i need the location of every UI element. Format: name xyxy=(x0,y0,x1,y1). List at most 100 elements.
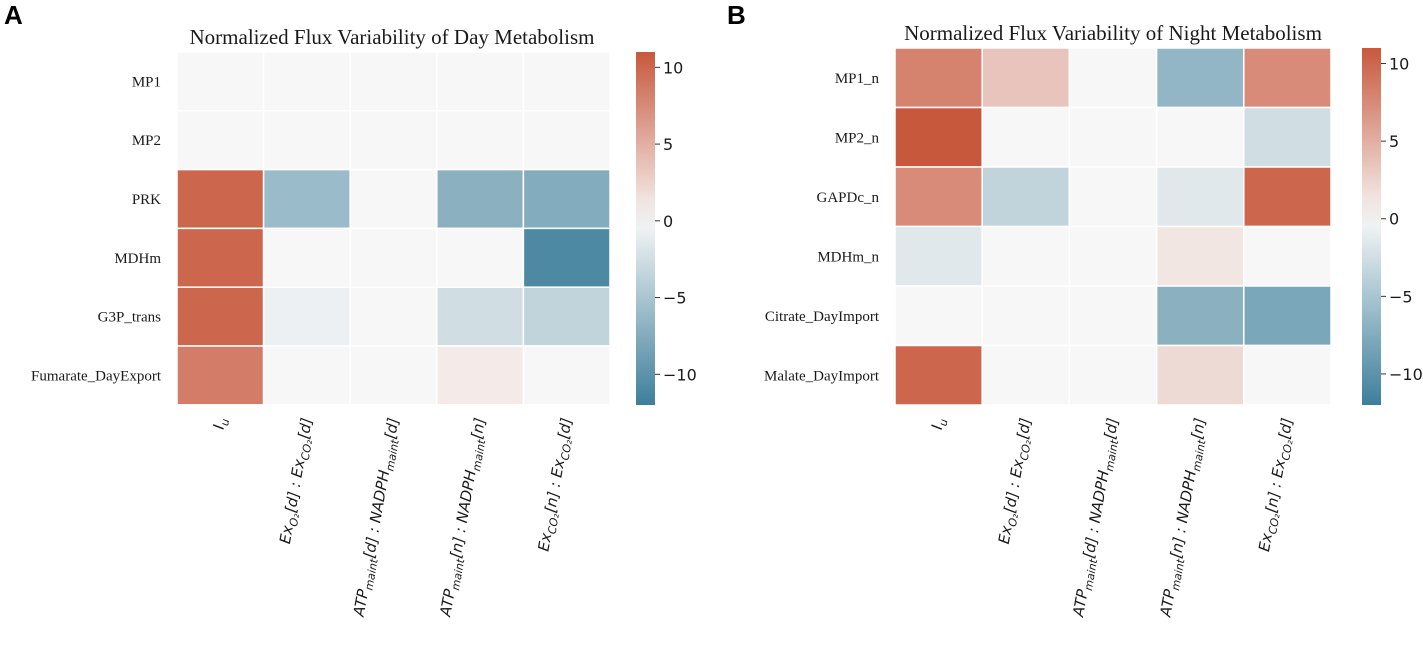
row-label-mp2-n: MP2_n xyxy=(835,130,880,146)
heatmap-cell xyxy=(1068,47,1158,109)
panel-b-column-labels: Iu ExO₂[d] : ExCO₂[d] ATPmaint[d] : NADPHm… xyxy=(928,416,1299,619)
heatmap-cell xyxy=(349,286,438,347)
row-label-mp2: MP2 xyxy=(132,133,161,149)
panel-b-colorbar: 10 5 0 −5 −10 xyxy=(1362,48,1423,405)
heatmap-cell xyxy=(176,51,265,112)
row-label-malate-dayimport: Malate_DayImport xyxy=(764,368,880,384)
heatmap-cell xyxy=(1243,344,1332,406)
heatmap-cell xyxy=(522,168,611,230)
row-label-mp1: MP1 xyxy=(132,74,161,90)
heatmap-cell xyxy=(176,227,265,288)
column-label: ExO₂[d] : ExCO₂[d] xyxy=(995,416,1038,545)
column-label: ATPmaint[n] : NADPHmaint[n] xyxy=(1156,416,1212,619)
colorbar-tick-label: 5 xyxy=(1389,132,1399,151)
colorbar-tick-label: 5 xyxy=(663,135,673,154)
heatmap-cell xyxy=(1243,166,1332,228)
heatmap-cell xyxy=(1068,285,1158,347)
panel-a-row-labels: MP1 MP2 PRK MDHm G3P_trans Fumarate_DayExport xyxy=(31,74,162,384)
heatmap-cell xyxy=(1155,166,1245,228)
heatmap-cell xyxy=(436,286,525,347)
heatmap-cell xyxy=(894,344,983,406)
heatmap-cell xyxy=(522,110,611,171)
panel-a-colorbar: 10 5 0 −5 −10 xyxy=(636,52,697,405)
heatmap-cell xyxy=(1155,344,1245,406)
colorbar-tick-label: 10 xyxy=(663,58,683,77)
colorbar-tick-label: 0 xyxy=(1389,210,1399,229)
panel-b-heatmap xyxy=(894,47,1332,406)
heatmap-cell xyxy=(436,110,525,171)
row-label-mdhm-n: MDHm_n xyxy=(817,249,879,265)
row-label-gapdc-n: GAPDc_n xyxy=(817,190,880,206)
heatmap-cell xyxy=(349,51,438,112)
panel-a: A Normalized Flux Variability of Day Met… xyxy=(4,0,697,619)
panel-b: B Normalized Flux Variability of Night M… xyxy=(727,0,1423,619)
heatmap-cell xyxy=(981,285,1071,347)
heatmap-cell xyxy=(176,110,265,171)
column-label: ExCO₂[n] : ExCO₂[d] xyxy=(1255,416,1299,553)
row-label-mdhm: MDHm xyxy=(114,251,161,267)
panel-a-column-labels: Iu ExO₂[d] : ExCO₂[d] ATPmaint[d] : NADPHm… xyxy=(210,416,578,619)
heatmap-cell xyxy=(349,227,438,288)
colorbar-tick-label: −10 xyxy=(663,365,697,384)
heatmap-cell xyxy=(1243,47,1332,109)
heatmap-cell xyxy=(981,47,1071,109)
heatmap-cell xyxy=(349,110,438,171)
colorbar-tick-label: −5 xyxy=(1389,287,1413,306)
heatmap-cell xyxy=(981,106,1071,168)
column-label: ATPmaint[n] : NADPHmaint[n] xyxy=(436,416,492,619)
colorbar-tick-label: 10 xyxy=(1389,55,1409,74)
heatmap-cell xyxy=(522,345,611,406)
heatmap-cell xyxy=(262,168,351,230)
heatmap-cell xyxy=(1155,47,1245,109)
heatmap-cell xyxy=(349,345,438,406)
panel-a-title: Normalized Flux Variability of Day Metab… xyxy=(190,25,595,49)
heatmap-cell xyxy=(1155,285,1245,347)
heatmap-cell xyxy=(1155,225,1245,287)
row-label-g3p-trans: G3P_trans xyxy=(98,310,161,326)
heatmap-cell xyxy=(1243,285,1332,347)
column-label: ExO₂[d] : ExCO₂[d] xyxy=(276,416,319,545)
column-label: Iu xyxy=(210,416,233,431)
row-label-prk: PRK xyxy=(132,192,161,208)
row-label-citrate-dayimport: Citrate_DayImport xyxy=(765,309,880,325)
panel-b-letter: B xyxy=(727,0,746,30)
colorbar-tick-label: −5 xyxy=(663,289,687,308)
colorbar-gradient xyxy=(636,52,655,405)
row-label-mp1-n: MP1_n xyxy=(835,71,880,87)
panel-a-letter: A xyxy=(4,0,23,30)
heatmap-cell xyxy=(176,345,265,406)
heatmap-cell xyxy=(894,166,983,228)
heatmap-cell xyxy=(436,51,525,112)
heatmap-cell xyxy=(894,106,983,168)
heatmap-cell xyxy=(262,227,351,288)
heatmap-cell xyxy=(522,227,611,288)
heatmap-cell xyxy=(894,225,983,287)
heatmap-cell xyxy=(894,47,983,109)
colorbar-tick-label: 0 xyxy=(663,212,673,231)
heatmap-cell xyxy=(1068,225,1158,287)
heatmap-cell xyxy=(1243,225,1332,287)
row-label-fumarate-dayexport: Fumarate_DayExport xyxy=(31,368,162,384)
heatmap-cell xyxy=(522,51,611,112)
heatmap-cell xyxy=(176,286,265,347)
heatmap-cell xyxy=(349,168,438,230)
column-label: ATPmaint[d] : NADPHmaint[d] xyxy=(350,416,406,619)
heatmap-cell xyxy=(1068,106,1158,168)
heatmap-cell xyxy=(1068,344,1158,406)
column-label: Iu xyxy=(928,417,951,432)
heatmap-cell xyxy=(894,285,983,347)
heatmap-cell xyxy=(436,345,525,406)
heatmap-cell xyxy=(436,168,525,230)
panel-b-title: Normalized Flux Variability of Night Met… xyxy=(904,21,1322,45)
column-label: ATPmaint[d] : NADPHmaint[d] xyxy=(1069,416,1125,619)
heatmap-cell xyxy=(1243,106,1332,168)
column-label: ExCO₂[n] : ExCO₂[d] xyxy=(534,416,578,553)
colorbar-gradient xyxy=(1362,48,1381,405)
heatmap-cell xyxy=(522,286,611,347)
colorbar-tick-label: −10 xyxy=(1389,365,1423,384)
heatmap-cell xyxy=(262,110,351,171)
heatmap-cell xyxy=(436,227,525,288)
heatmap-cell xyxy=(262,51,351,112)
panel-a-heatmap xyxy=(176,51,611,406)
